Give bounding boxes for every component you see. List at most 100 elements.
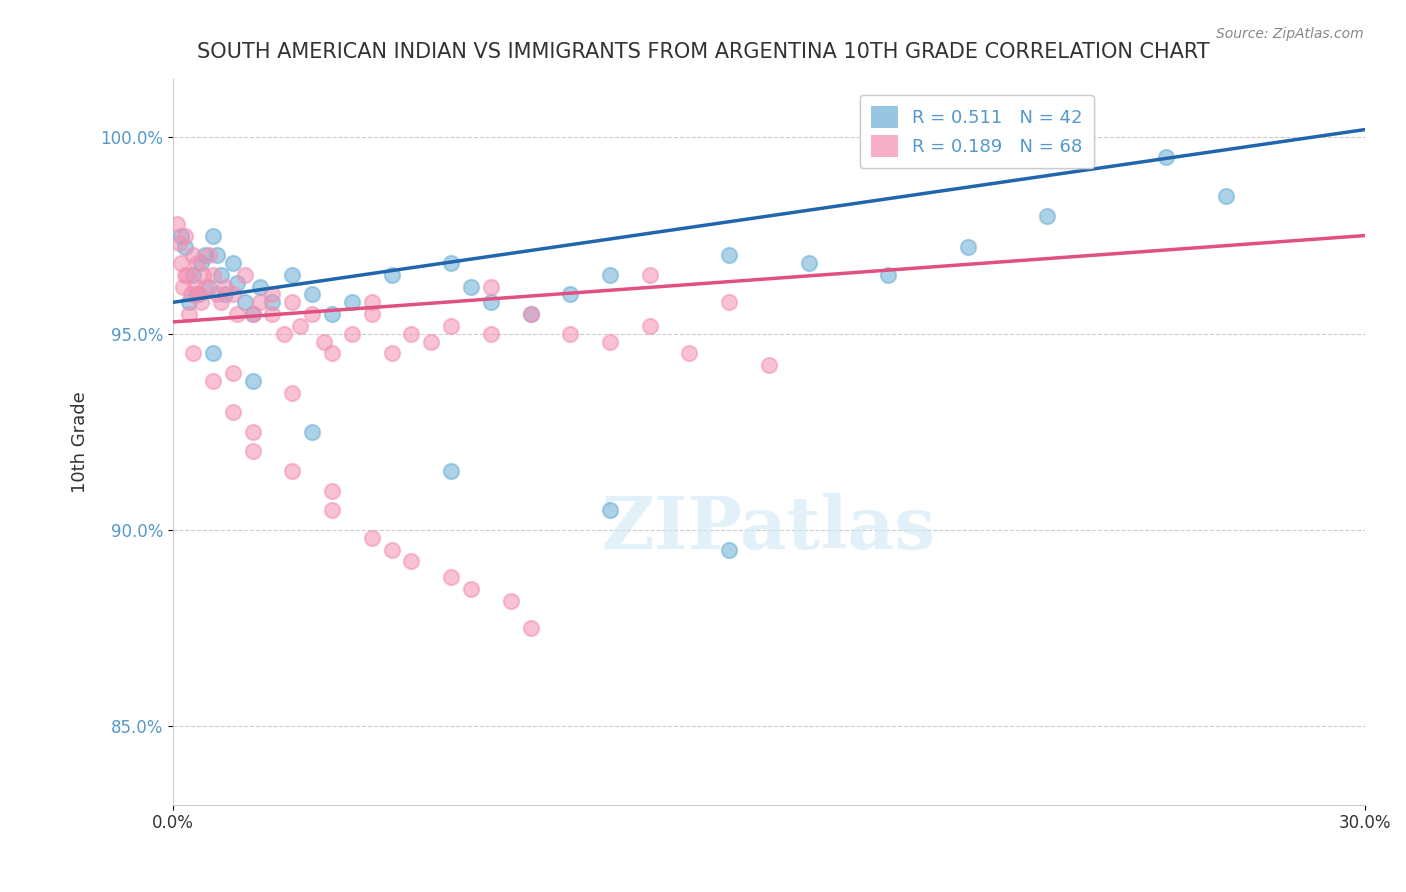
Point <box>194 248 217 262</box>
Point <box>560 326 582 341</box>
Point <box>221 287 243 301</box>
Point <box>340 295 363 310</box>
Point <box>956 240 979 254</box>
Point <box>177 307 200 321</box>
Point <box>242 374 264 388</box>
Point <box>638 268 661 282</box>
Point <box>599 334 621 349</box>
Point <box>877 268 900 282</box>
Point <box>321 346 343 360</box>
Point <box>360 531 382 545</box>
Point <box>233 295 256 310</box>
Point <box>460 582 482 596</box>
Point <box>262 287 284 301</box>
Point <box>166 217 188 231</box>
Point <box>233 268 256 282</box>
Point <box>209 268 232 282</box>
Point <box>181 268 204 282</box>
Point <box>205 248 228 262</box>
Text: Source: ZipAtlas.com: Source: ZipAtlas.com <box>1216 27 1364 41</box>
Point <box>181 248 204 262</box>
Point <box>187 287 209 301</box>
Point <box>214 279 236 293</box>
Point <box>186 287 208 301</box>
Point <box>281 464 304 478</box>
Y-axis label: 10th Grade: 10th Grade <box>72 391 89 492</box>
Point <box>221 366 243 380</box>
Point <box>170 228 193 243</box>
Point <box>420 334 443 349</box>
Point <box>201 268 224 282</box>
Point <box>205 287 228 301</box>
Point <box>460 279 482 293</box>
Point <box>401 554 423 568</box>
Point <box>170 256 193 270</box>
Point <box>758 358 780 372</box>
Point <box>242 307 264 321</box>
Point <box>797 256 820 270</box>
Point <box>360 307 382 321</box>
Point <box>249 295 271 310</box>
Point <box>262 307 284 321</box>
Point <box>340 326 363 341</box>
Point <box>440 318 463 333</box>
Point <box>167 236 190 251</box>
Point <box>201 228 224 243</box>
Point <box>718 248 741 262</box>
Point <box>479 295 502 310</box>
Point <box>301 307 323 321</box>
Point <box>301 425 323 439</box>
Point <box>312 334 335 349</box>
Point <box>209 295 232 310</box>
Point <box>479 279 502 293</box>
Point <box>440 570 463 584</box>
Point <box>201 374 224 388</box>
Point <box>519 621 541 635</box>
Point <box>214 287 236 301</box>
Point <box>718 295 741 310</box>
Text: ZIPatlas: ZIPatlas <box>602 493 936 565</box>
Point <box>242 444 264 458</box>
Point <box>181 346 204 360</box>
Point <box>519 307 541 321</box>
Point <box>273 326 295 341</box>
Point <box>380 268 402 282</box>
Point <box>281 385 304 400</box>
Point <box>176 268 198 282</box>
Point <box>249 279 271 293</box>
Point <box>281 295 304 310</box>
Point <box>174 268 197 282</box>
Point <box>262 295 284 310</box>
Point <box>321 483 343 498</box>
Point <box>321 307 343 321</box>
Point <box>174 228 197 243</box>
Point <box>242 307 264 321</box>
Point <box>440 464 463 478</box>
Point <box>560 287 582 301</box>
Point <box>194 279 217 293</box>
Point <box>198 279 221 293</box>
Legend: R = 0.511   N = 42, R = 0.189   N = 68: R = 0.511 N = 42, R = 0.189 N = 68 <box>860 95 1094 168</box>
Point <box>190 256 212 270</box>
Point <box>718 542 741 557</box>
Point <box>1215 189 1237 203</box>
Point <box>380 542 402 557</box>
Point <box>191 268 214 282</box>
Point <box>190 295 212 310</box>
Point <box>201 346 224 360</box>
Point <box>290 318 312 333</box>
Point <box>221 256 243 270</box>
Point <box>360 295 382 310</box>
Point <box>380 346 402 360</box>
Point <box>638 318 661 333</box>
Point <box>599 503 621 517</box>
Point <box>177 295 200 310</box>
Point <box>221 405 243 419</box>
Point <box>180 287 202 301</box>
Point <box>1154 150 1177 164</box>
Point <box>198 248 221 262</box>
Point <box>174 240 197 254</box>
Point <box>184 279 207 293</box>
Point <box>401 326 423 341</box>
Point <box>301 287 323 301</box>
